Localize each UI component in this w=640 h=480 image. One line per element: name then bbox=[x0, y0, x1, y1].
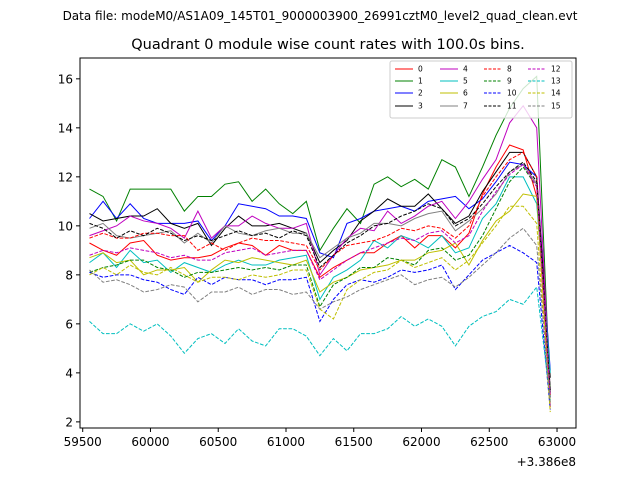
legend-label-13: 13 bbox=[551, 77, 561, 86]
legend-label-0: 0 bbox=[418, 65, 423, 74]
series-line-12 bbox=[89, 163, 551, 398]
x-tick-label: 62500 bbox=[470, 435, 508, 449]
legend-label-8: 8 bbox=[507, 65, 512, 74]
chart-title: Quadrant 0 module wise count rates with … bbox=[131, 37, 525, 53]
legend-label-10: 10 bbox=[507, 89, 517, 98]
y-tick-label: 2 bbox=[65, 415, 73, 429]
series-line-1 bbox=[89, 75, 551, 398]
legend-label-14: 14 bbox=[551, 89, 561, 98]
plot-frame bbox=[79, 57, 577, 429]
series-line-15 bbox=[89, 227, 551, 403]
legend-label-6: 6 bbox=[463, 89, 468, 98]
y-tick-label: 16 bbox=[58, 72, 73, 86]
y-tick-label: 14 bbox=[58, 121, 73, 135]
x-tick-label: 63000 bbox=[538, 435, 576, 449]
series-line-13 bbox=[89, 285, 551, 400]
y-tick-label: 10 bbox=[58, 219, 73, 233]
x-tick-label: 60500 bbox=[199, 435, 237, 449]
legend-label-9: 9 bbox=[507, 77, 512, 86]
data-file-label: Data file: modeM0/AS1A09_145T01_90000039… bbox=[63, 9, 578, 23]
legend-label-3: 3 bbox=[418, 102, 423, 111]
series-line-0 bbox=[89, 144, 551, 408]
legend-label-4: 4 bbox=[463, 65, 468, 74]
legend-label-15: 15 bbox=[551, 102, 561, 111]
legend-label-7: 7 bbox=[463, 102, 468, 111]
series-line-9 bbox=[89, 166, 551, 393]
legend-label-11: 11 bbox=[507, 102, 517, 111]
legend-label-2: 2 bbox=[418, 89, 423, 98]
x-tick-label: 61500 bbox=[335, 435, 373, 449]
series-line-3 bbox=[89, 151, 551, 378]
legend-label-5: 5 bbox=[463, 77, 468, 86]
series-line-5 bbox=[89, 176, 551, 373]
y-tick-label: 4 bbox=[65, 366, 73, 380]
x-axis: 59500 60000 60500 61000 61500 62000 62500 63000 bbox=[64, 428, 576, 449]
x-tick-label: 59500 bbox=[64, 435, 102, 449]
series-layer bbox=[89, 75, 551, 413]
y-tick-label: 8 bbox=[65, 268, 73, 282]
legend-box bbox=[389, 60, 573, 119]
series-line-2 bbox=[89, 161, 551, 371]
x-offset-label: +3.386e8 bbox=[517, 455, 576, 469]
y-tick-label: 12 bbox=[58, 170, 73, 184]
x-tick-label: 62000 bbox=[402, 435, 440, 449]
x-tick-label: 60000 bbox=[131, 435, 169, 449]
y-axis: 2 4 6 8 10 12 14 16 bbox=[58, 72, 80, 429]
series-line-11 bbox=[89, 161, 551, 391]
series-line-4 bbox=[89, 104, 551, 393]
y-tick-label: 6 bbox=[65, 317, 73, 331]
legend-label-1: 1 bbox=[418, 77, 423, 86]
series-line-8 bbox=[89, 151, 551, 395]
legend-label-12: 12 bbox=[551, 65, 561, 74]
x-tick-label: 61000 bbox=[267, 435, 305, 449]
series-line-10 bbox=[89, 244, 551, 410]
